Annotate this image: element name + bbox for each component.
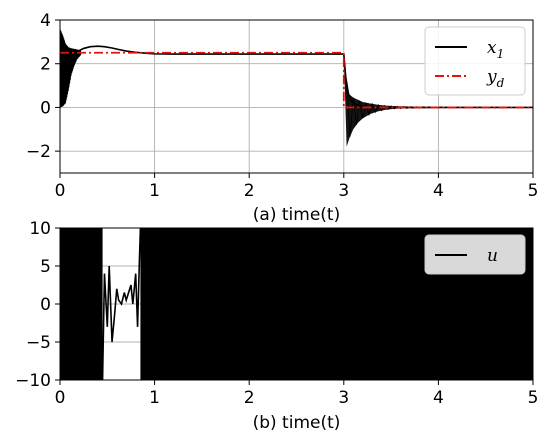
y-tick-label: 4 [40,11,51,31]
x-tick-label: 0 [55,181,66,201]
legend-a: x1 yd [424,26,526,96]
x-tick-label: 4 [433,181,444,201]
legend-label-y_d: yd [486,67,505,90]
legend-label-x_1: x1 [487,38,504,61]
y-tick-label: 0 [40,98,51,118]
series-u-saturated-band [60,228,103,380]
x-tick-label: 3 [338,388,349,408]
y-tick-label: −10 [15,371,51,391]
plot-area-b [60,228,533,380]
y-tick-label: −5 [26,333,51,353]
series-line-y_d [60,51,533,109]
y-tick-label: 10 [29,219,51,239]
plot-area-a [60,28,533,147]
x-tick-label: 4 [433,388,444,408]
ticks-b: 0 1 2 3 4 5 −10 −5 0 5 10 [15,219,538,408]
series-x_1-chatter [60,29,82,108]
y-tick-label: 5 [40,257,51,277]
chart-panel-b: 0 1 2 3 4 5 −10 −5 0 5 10 (b) time(t) u [15,219,538,433]
series-line-u [101,228,142,380]
axes-frame-b [59,227,534,381]
x-tick-label: 1 [149,388,160,408]
x-tick-label: 5 [528,388,539,408]
legend-label-u: u [487,246,498,266]
x-tick-label: 3 [338,181,349,201]
axes-frame-a [59,19,534,174]
y-tick-label: 2 [40,55,51,75]
x-tick-label: 2 [244,388,255,408]
legend-b: u [424,234,526,275]
x-axis-label-a: (a) time(t) [253,205,340,225]
y-tick-label: −2 [26,142,51,162]
legend-box [424,26,526,96]
x-tick-label: 5 [528,181,539,201]
x-tick-label: 1 [149,181,160,201]
legend-box [424,234,526,275]
y-tick-label: 0 [40,295,51,315]
x-axis-label-b: (b) time(t) [253,413,341,433]
x-tick-label: 2 [244,181,255,201]
x-tick-label: 0 [55,388,66,408]
